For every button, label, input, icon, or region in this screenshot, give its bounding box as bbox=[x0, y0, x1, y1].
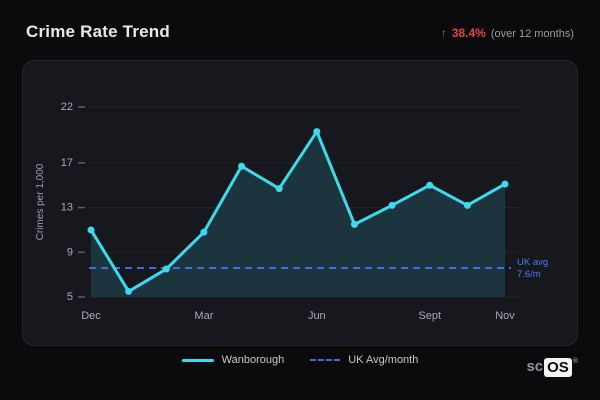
legend-label: UK Avg/month bbox=[348, 354, 419, 366]
change-indicator: ↑ 38.4% (over 12 months) bbox=[441, 26, 574, 40]
data-point-marker[interactable] bbox=[313, 128, 321, 136]
series-line bbox=[89, 130, 507, 293]
chart-card: 5 9 13 17 22 Dec Mar Jun Sept Nov UK avg 7.6/m Crime… bbox=[22, 60, 578, 346]
data-point-marker[interactable] bbox=[350, 220, 358, 228]
data-point-marker[interactable] bbox=[200, 228, 208, 236]
legend-item-wanborough[interactable]: Wanborough bbox=[181, 354, 285, 366]
brand-logo: sc OS ® bbox=[526, 358, 578, 377]
brand-prefix: sc bbox=[526, 358, 544, 375]
change-caption: (over 12 months) bbox=[490, 28, 574, 40]
data-point-marker[interactable] bbox=[87, 226, 95, 234]
line-series-icon bbox=[181, 358, 214, 362]
header: Crime Rate Trend ↑ 38.4% (over 12 months… bbox=[26, 22, 574, 42]
series-area bbox=[91, 131, 505, 297]
data-point-marker[interactable] bbox=[275, 185, 283, 193]
registered-mark: ® bbox=[572, 358, 578, 365]
x-tick-label: Dec bbox=[81, 310, 101, 322]
data-point-marker[interactable] bbox=[238, 162, 246, 170]
trend-up-arrow-icon: ↑ bbox=[440, 26, 447, 40]
x-tick-label: Mar bbox=[194, 310, 213, 322]
x-tick-label: Jun bbox=[308, 310, 326, 322]
ref-line-value: 7.6/m bbox=[517, 269, 541, 280]
page-title: Crime Rate Trend bbox=[26, 22, 170, 41]
y-tick-label: 5 bbox=[67, 291, 73, 303]
x-tick-label: Nov bbox=[495, 310, 515, 322]
chart-legend: Wanborough UK Avg/month bbox=[0, 354, 600, 366]
change-percentage: 38.4% bbox=[451, 26, 486, 40]
legend-item-uk-avg[interactable]: UK Avg/month bbox=[310, 354, 418, 366]
y-axis-title: Crimes per 1,000 bbox=[35, 163, 46, 240]
data-point-marker[interactable] bbox=[125, 287, 133, 295]
data-point-marker[interactable] bbox=[388, 201, 396, 209]
data-point-marker[interactable] bbox=[426, 181, 434, 189]
brand-suffix: OS bbox=[544, 358, 572, 377]
y-tick-label: 22 bbox=[61, 101, 73, 113]
legend-label: Wanborough bbox=[221, 354, 285, 366]
dashed-line-icon bbox=[310, 359, 341, 361]
y-tick-label: 13 bbox=[61, 202, 73, 214]
y-tick-label: 9 bbox=[67, 246, 73, 258]
data-point-marker[interactable] bbox=[501, 180, 509, 188]
data-point-marker[interactable] bbox=[162, 265, 170, 273]
x-tick-label: Sept bbox=[418, 310, 441, 322]
y-tick-label: 17 bbox=[61, 157, 73, 169]
data-point-marker[interactable] bbox=[463, 201, 471, 209]
ref-line-label: UK avg bbox=[517, 257, 548, 268]
